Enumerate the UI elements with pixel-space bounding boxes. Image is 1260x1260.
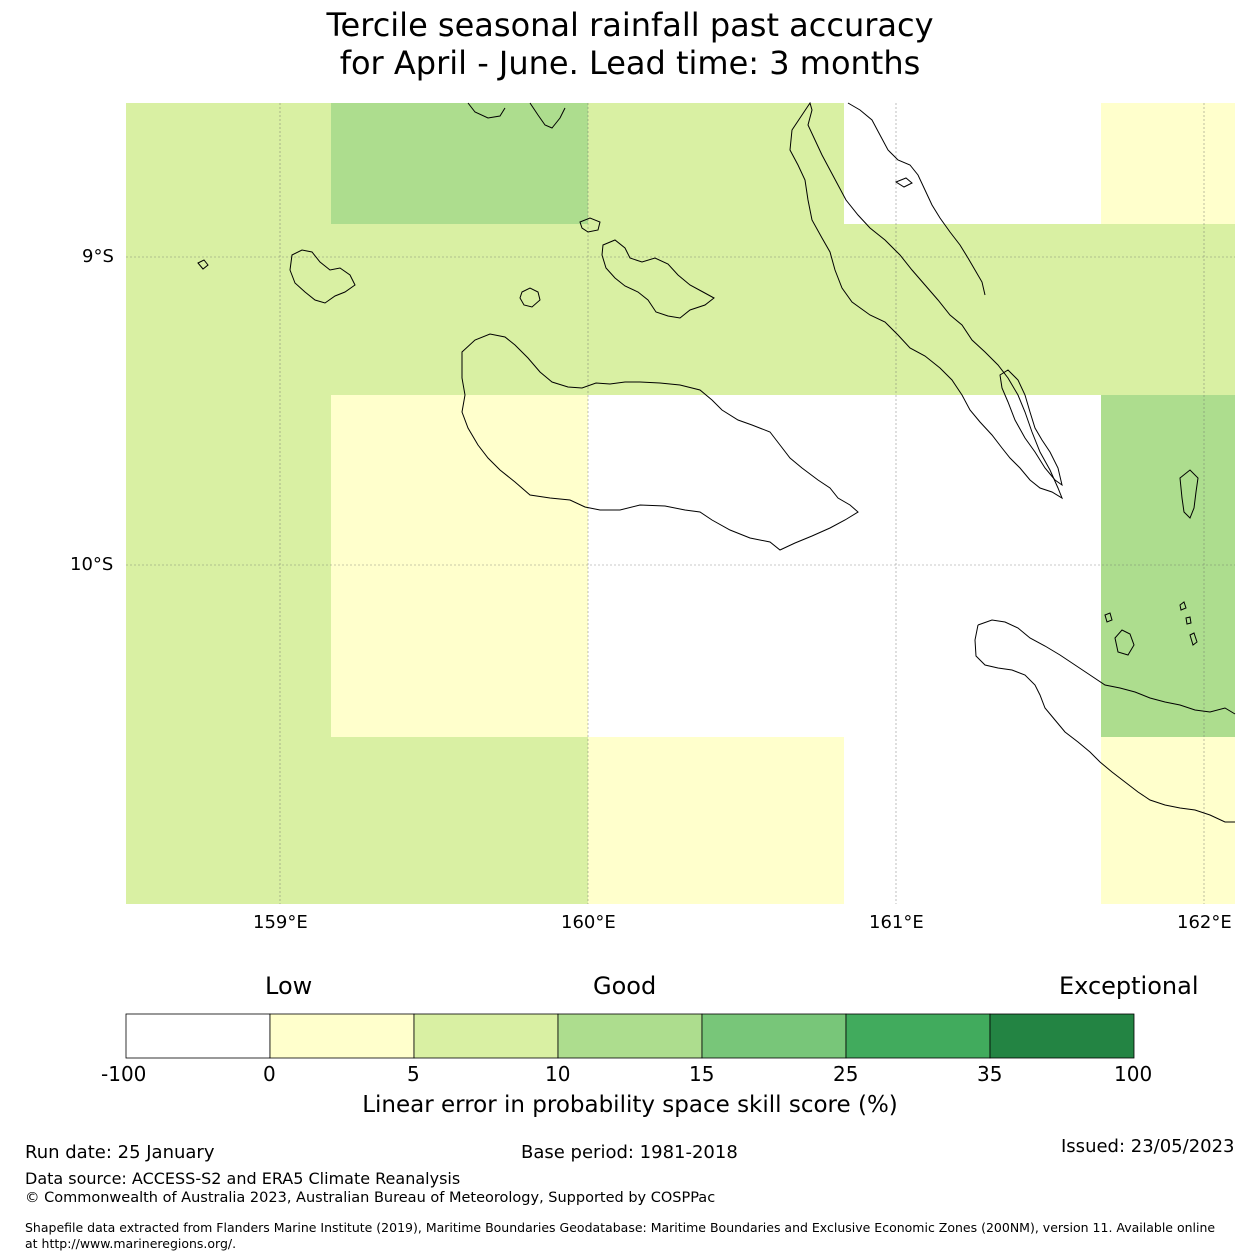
score-cell — [1101, 737, 1235, 904]
lon-label-160e: 160°E — [561, 912, 616, 933]
colorbar-swatch — [413, 1013, 559, 1059]
lon-label-162e: 162°E — [1177, 912, 1232, 933]
coastline-ulawa — [1179, 469, 1199, 519]
score-cell — [1101, 224, 1235, 395]
score-cell — [331, 224, 1101, 395]
colorbar-swatch — [845, 1013, 991, 1059]
score-cells — [126, 103, 1235, 904]
score-cell — [331, 103, 588, 224]
colorbar-category-good: Good — [593, 972, 657, 1000]
score-cell — [1101, 103, 1235, 224]
colorbar-swatch — [125, 1013, 271, 1059]
coastline-makira — [974, 619, 1236, 823]
coastline-malaita-islet — [894, 177, 913, 188]
colorbar-swatch — [557, 1013, 703, 1059]
coastline-small-west — [197, 259, 209, 270]
colorbar-tick: 10 — [545, 1062, 571, 1086]
colorbar-label: Linear error in probability space skill … — [362, 1092, 898, 1118]
data-source: Data source: ACCESS-S2 and ERA5 Climate … — [25, 1169, 461, 1188]
map-title-line1: Tercile seasonal rainfall past accuracy — [326, 6, 934, 44]
coastline-savo-island — [519, 287, 541, 308]
lon-label-161e: 161°E — [869, 912, 924, 933]
score-cell — [588, 103, 844, 224]
colorbar-tick: 35 — [977, 1062, 1003, 1086]
colorbar-category-low: Low — [265, 972, 313, 1000]
run-date: Run date: 25 January — [25, 1142, 215, 1163]
colorbar-tick: -100 — [101, 1062, 147, 1086]
colorbar-swatch — [269, 1013, 415, 1059]
coastline-malaita-north — [847, 102, 986, 296]
issued-date: Issued: 23/05/2023 — [1061, 1136, 1235, 1157]
colorbar-tick: 25 — [833, 1062, 859, 1086]
score-cell — [331, 737, 588, 904]
coastline-guadalcanal — [461, 333, 859, 551]
coastline-florida-islands — [601, 239, 715, 319]
colorbar-tick: 5 — [407, 1062, 420, 1086]
coastline-uki-ni-masi — [1114, 629, 1135, 656]
score-cell — [126, 103, 331, 904]
lat-label-9s: 9°S — [82, 246, 114, 267]
coastline-russell-islands — [289, 249, 356, 304]
lon-label-159e: 159°E — [253, 912, 308, 933]
colorbar-category-exceptional: Exceptional — [1059, 972, 1199, 1000]
score-cell — [588, 737, 844, 904]
graticule — [126, 103, 1235, 904]
colorbar-swatch — [701, 1013, 847, 1059]
lat-label-10s: 10°S — [70, 554, 114, 575]
coastlines — [197, 101, 1236, 823]
colorbar-tick: 0 — [263, 1062, 276, 1086]
copyright: © Commonwealth of Australia 2023, Austra… — [25, 1190, 716, 1206]
score-cell — [331, 395, 588, 737]
coastline-nggela-small — [579, 217, 601, 233]
coastline-small-islets — [1104, 601, 1198, 646]
coastline-maramasike — [999, 369, 1063, 487]
colorbar-tick: 15 — [689, 1062, 715, 1086]
colorbar-tick: 100 — [1114, 1062, 1153, 1086]
score-cell — [1101, 395, 1235, 737]
colorbar — [125, 1013, 1135, 1059]
base-period: Base period: 1981-2018 — [521, 1142, 738, 1163]
map-title-line2: for April - June. Lead time: 3 months — [339, 44, 921, 82]
coastline-new-georgia-tip — [467, 102, 566, 129]
shapefile-credit: Shapefile data extracted from Flanders M… — [25, 1220, 1216, 1251]
colorbar-swatch — [989, 1013, 1135, 1059]
coastline-malaita-west — [789, 101, 1064, 500]
